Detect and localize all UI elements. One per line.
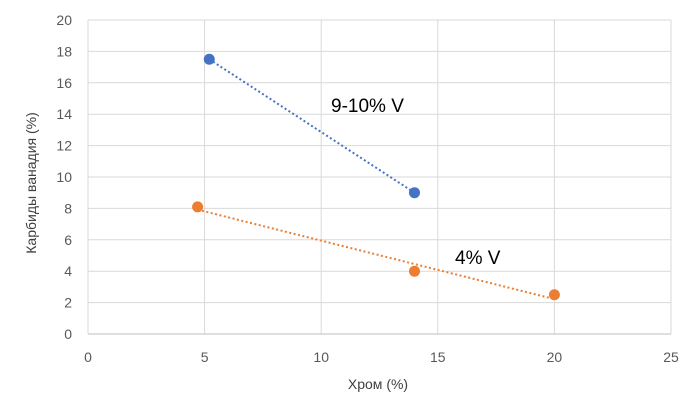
x-tick-label: 5 — [201, 349, 209, 365]
x-tick-label: 20 — [547, 349, 563, 365]
x-tick-labels: 0 5 10 15 20 25 — [84, 349, 679, 365]
y-tick-labels: 0 2 4 6 8 10 12 14 16 18 20 — [56, 12, 72, 342]
trendlines — [197, 58, 555, 301]
data-point-series-2 — [408, 265, 420, 277]
y-tick-label: 18 — [56, 43, 72, 59]
x-tick-label: 0 — [84, 349, 92, 365]
y-tick-label: 6 — [64, 232, 72, 248]
y-axis-title: Карбиды ванадия (%) — [23, 112, 39, 254]
x-axis-title: Хром (%) — [348, 376, 408, 392]
data-point-series-2 — [548, 289, 560, 301]
data-point-series-1 — [408, 187, 420, 199]
annotation-9-10-v: 9-10% V — [331, 96, 404, 117]
y-tick-label: 16 — [56, 75, 72, 91]
gridlines — [88, 19, 672, 334]
y-tick-label: 14 — [56, 106, 72, 122]
trendline-series-1 — [208, 58, 416, 194]
annotation-4-v: 4% V — [455, 248, 501, 269]
x-tick-label: 25 — [663, 349, 679, 365]
data-point-series-1 — [203, 53, 215, 65]
data-points — [192, 53, 560, 301]
x-tick-label: 10 — [313, 349, 329, 365]
y-tick-label: 0 — [64, 326, 72, 342]
data-point-series-2 — [192, 201, 204, 213]
y-tick-label: 12 — [56, 138, 72, 154]
axes — [87, 20, 671, 335]
annotations: 9-10% V 4% V — [331, 96, 501, 269]
x-tick-label: 15 — [430, 349, 446, 365]
y-tick-label: 2 — [64, 295, 72, 311]
y-tick-label: 20 — [56, 12, 72, 28]
y-tick-label: 10 — [56, 169, 72, 185]
y-tick-label: 4 — [64, 263, 72, 279]
y-tick-label: 8 — [64, 200, 72, 216]
trendline-series-2 — [197, 208, 555, 301]
